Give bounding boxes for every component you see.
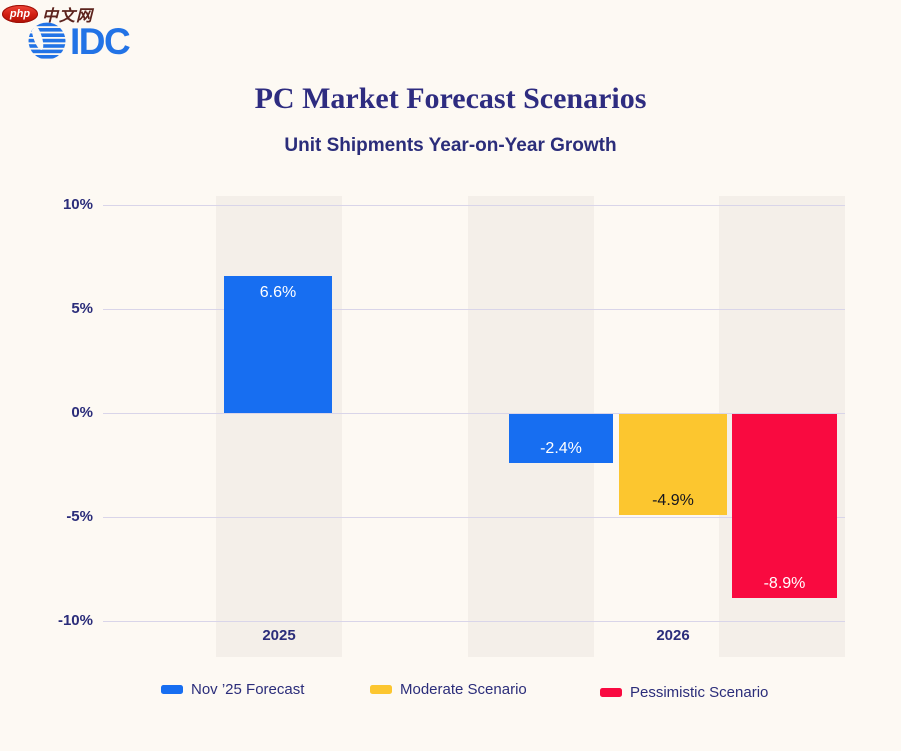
idc-logo-text: IDC [70,20,131,62]
legend-label: Pessimistic Scenario [630,683,769,701]
x-axis-label-2026: 2026 [656,627,690,644]
bar-2026-nov25-forecast[interactable]: -2.4% [509,414,613,463]
y-axis-tick: 5% [71,300,93,317]
php-cn-watermark: php 中文网 [2,2,93,26]
page-subtitle: Unit Shipments Year-on-Year Growth [284,135,617,156]
php-badge-icon: php [2,5,38,23]
legend-swatch-blue [161,684,183,694]
y-axis-tick: 0% [71,404,93,421]
watermark-site-name: 中文网 [42,8,94,25]
legend-swatch-yellow [370,684,392,694]
bar-value-label: -8.9% [763,575,806,592]
legend-item-pessimistic-scenario[interactable]: Pessimistic Scenario [600,682,768,702]
gridline-10 [103,205,845,206]
bar-value-label: -4.9% [652,492,694,509]
category-band-2025 [216,196,342,657]
legend-label: Nov ’25 Forecast [191,680,305,698]
bar-value-label: -2.4% [540,440,582,457]
gridline-0 [103,413,845,414]
bar-value-label: 6.6% [259,284,297,301]
gridline-neg5 [103,517,845,518]
idc-logo: IDC [27,20,131,62]
legend-item-moderate-scenario[interactable]: Moderate Scenario [370,679,527,699]
bar-2025-nov25-forecast[interactable]: 6.6% [224,276,332,413]
y-axis-tick: 10% [62,196,93,213]
y-axis-tick: -5% [66,508,93,525]
legend-label: Moderate Scenario [400,680,527,698]
legend-swatch-red [600,687,622,697]
legend-item-nov25-forecast[interactable]: Nov ’25 Forecast [161,679,304,699]
gridline-neg10 [103,621,845,622]
gridline-5 [103,309,845,310]
bar-2026-moderate-scenario[interactable]: -4.9% [619,414,727,515]
x-axis-label-2025: 2025 [262,627,296,644]
y-axis-tick: -10% [57,612,93,629]
idc-globe-icon [28,22,66,59]
page-title: PC Market Forecast Scenarios [254,82,647,115]
bar-2026-pessimistic-scenario[interactable]: -8.9% [732,414,837,598]
